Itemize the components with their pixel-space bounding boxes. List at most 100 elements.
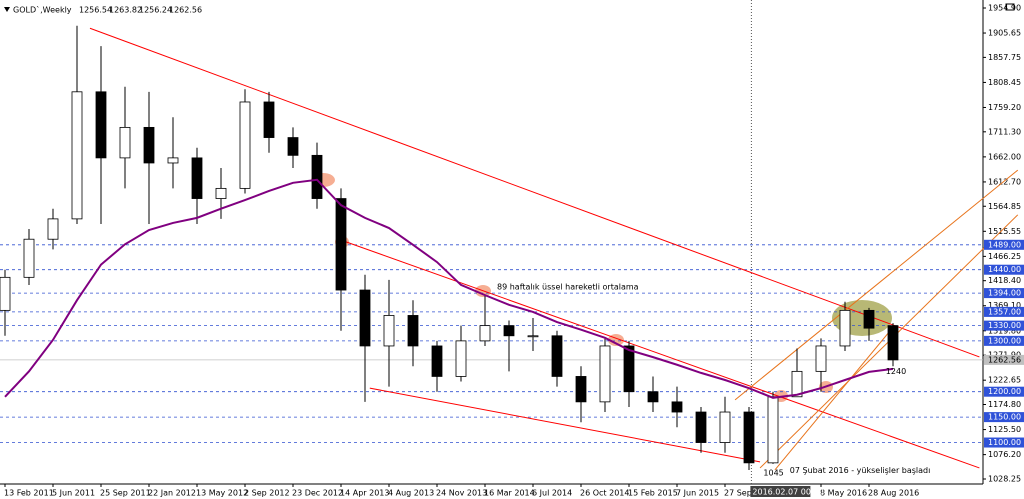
candle-body — [551, 335, 563, 377]
x-tick-label: 14 Apr 2013 — [340, 489, 389, 498]
current-price-box — [984, 354, 1024, 365]
y-tick-label: 1564.85 — [988, 202, 1021, 211]
candle-body — [407, 315, 419, 347]
x-tick-label: 13 Feb 2011 — [4, 489, 54, 498]
x-tick-label: 27 Sep 2015 — [724, 489, 775, 498]
level-box — [984, 335, 1024, 346]
candle-body — [455, 340, 467, 377]
level-label: 1330.00 — [988, 321, 1021, 330]
candle-body — [119, 126, 131, 159]
trendline — [339, 239, 980, 469]
candle-body — [383, 315, 395, 347]
level-box — [984, 437, 1024, 448]
candle-body — [239, 101, 251, 189]
candle-body — [863, 309, 875, 329]
candle-body — [815, 345, 827, 372]
y-tick-label: 1466.25 — [988, 252, 1021, 261]
crosshair-box — [750, 486, 811, 497]
y-tick-label: 1808.45 — [988, 78, 1021, 87]
chart-shift-marker — [1005, 3, 1015, 11]
level-box — [984, 412, 1024, 423]
x-tick-label: 5 Jun 2011 — [52, 489, 95, 498]
level-label: 1100.00 — [988, 438, 1021, 447]
x-tick-label: 13 May 2012 — [196, 489, 248, 498]
annotation: 07 Şubat 2016 - yükselişler başladı — [790, 466, 931, 475]
candle-body — [311, 154, 323, 199]
y-tick-label: 1418.40 — [988, 276, 1021, 285]
level-label: 1357.00 — [988, 307, 1021, 316]
y-tick-label: 1125.50 — [988, 425, 1021, 434]
symbol: GOLD`,Weekly — [13, 5, 72, 15]
candle-body — [359, 289, 371, 347]
candle-body — [431, 345, 443, 377]
level-label: 1394.00 — [988, 289, 1021, 298]
trendline — [369, 387, 761, 463]
level-label: 1200.00 — [988, 387, 1021, 396]
x-tick-label: 26 Oct 2014 — [580, 489, 629, 498]
candle-body — [287, 137, 299, 156]
header-close: 1262.56 — [169, 6, 202, 15]
x-tick-label: 8 May 2016 — [820, 489, 867, 498]
y-tick-label: 1857.75 — [988, 53, 1021, 62]
y-tick-label: 1515.55 — [988, 227, 1021, 236]
header-high: 1263.82 — [109, 6, 142, 15]
level-box — [984, 239, 1024, 250]
x-tick-label: 22 Jan 2012 — [148, 489, 196, 498]
level-box — [984, 306, 1024, 317]
candle-body — [599, 345, 611, 403]
y-tick-label: 1222.65 — [988, 376, 1021, 385]
y-tick-label: 1028.25 — [988, 474, 1021, 483]
candle-body — [503, 325, 515, 337]
trendline — [89, 27, 980, 358]
y-tick-label: 1905.65 — [988, 29, 1021, 38]
current-price-label: 1262.56 — [988, 355, 1021, 364]
candle-body — [167, 157, 179, 164]
y-tick-label: 1711.30 — [988, 127, 1021, 136]
candle-body — [839, 309, 851, 347]
candle-body — [23, 238, 35, 278]
x-tick-label: 15 Feb 2015 — [628, 489, 678, 498]
y-tick-label: 1662.00 — [988, 152, 1021, 161]
candle-body — [0, 276, 11, 311]
y-tick-label: 1076.20 — [988, 450, 1021, 459]
level-box — [984, 288, 1024, 299]
level-label: 1150.00 — [988, 413, 1021, 422]
header-low: 1256.24 — [139, 6, 172, 15]
candle-body — [263, 101, 275, 138]
candle-body — [719, 411, 731, 443]
crosshair-label: 2016.02.07 00:00 — [752, 488, 823, 497]
annotation: 1045 — [763, 469, 783, 478]
x-tick-label: 7 Jun 2015 — [676, 489, 719, 498]
level-box — [984, 264, 1024, 275]
trendline — [774, 329, 891, 471]
level-label: 1489.00 — [988, 240, 1021, 249]
level-box — [984, 320, 1024, 331]
header-icon — [4, 7, 10, 12]
candle-body — [623, 345, 635, 393]
candle-body — [335, 198, 347, 291]
x-tick-label: 28 Aug 2016 — [868, 489, 919, 498]
candle-body — [215, 187, 227, 199]
x-tick-label: 4 Aug 2013 — [388, 489, 434, 498]
x-tick-label: 24 Nov 2013 — [436, 489, 487, 498]
y-tick-label: 1319.80 — [988, 326, 1021, 335]
ema-line — [4, 178, 894, 399]
candle-body — [743, 411, 755, 464]
candle-body — [647, 391, 659, 403]
x-tick-label: 6 Jul 2014 — [532, 489, 572, 498]
y-tick-label: 1612.70 — [988, 177, 1021, 186]
candle-body — [575, 376, 587, 403]
header-open: 1256.54 — [79, 6, 112, 15]
x-tick-label: 2 Sep 2012 — [244, 489, 290, 498]
candle-body — [95, 91, 107, 159]
annotation: 1240 — [886, 367, 906, 376]
x-tick-label: 23 Dec 2012 — [292, 489, 343, 498]
candle-body — [767, 396, 779, 464]
candle-body — [671, 401, 683, 413]
candle-body — [479, 325, 491, 342]
x-tick-label: 25 Sep 2011 — [100, 489, 151, 498]
header: GOLD`,Weekly 1256.54 1263.82 1256.24 126… — [4, 5, 202, 15]
level-label: 1440.00 — [988, 265, 1021, 274]
